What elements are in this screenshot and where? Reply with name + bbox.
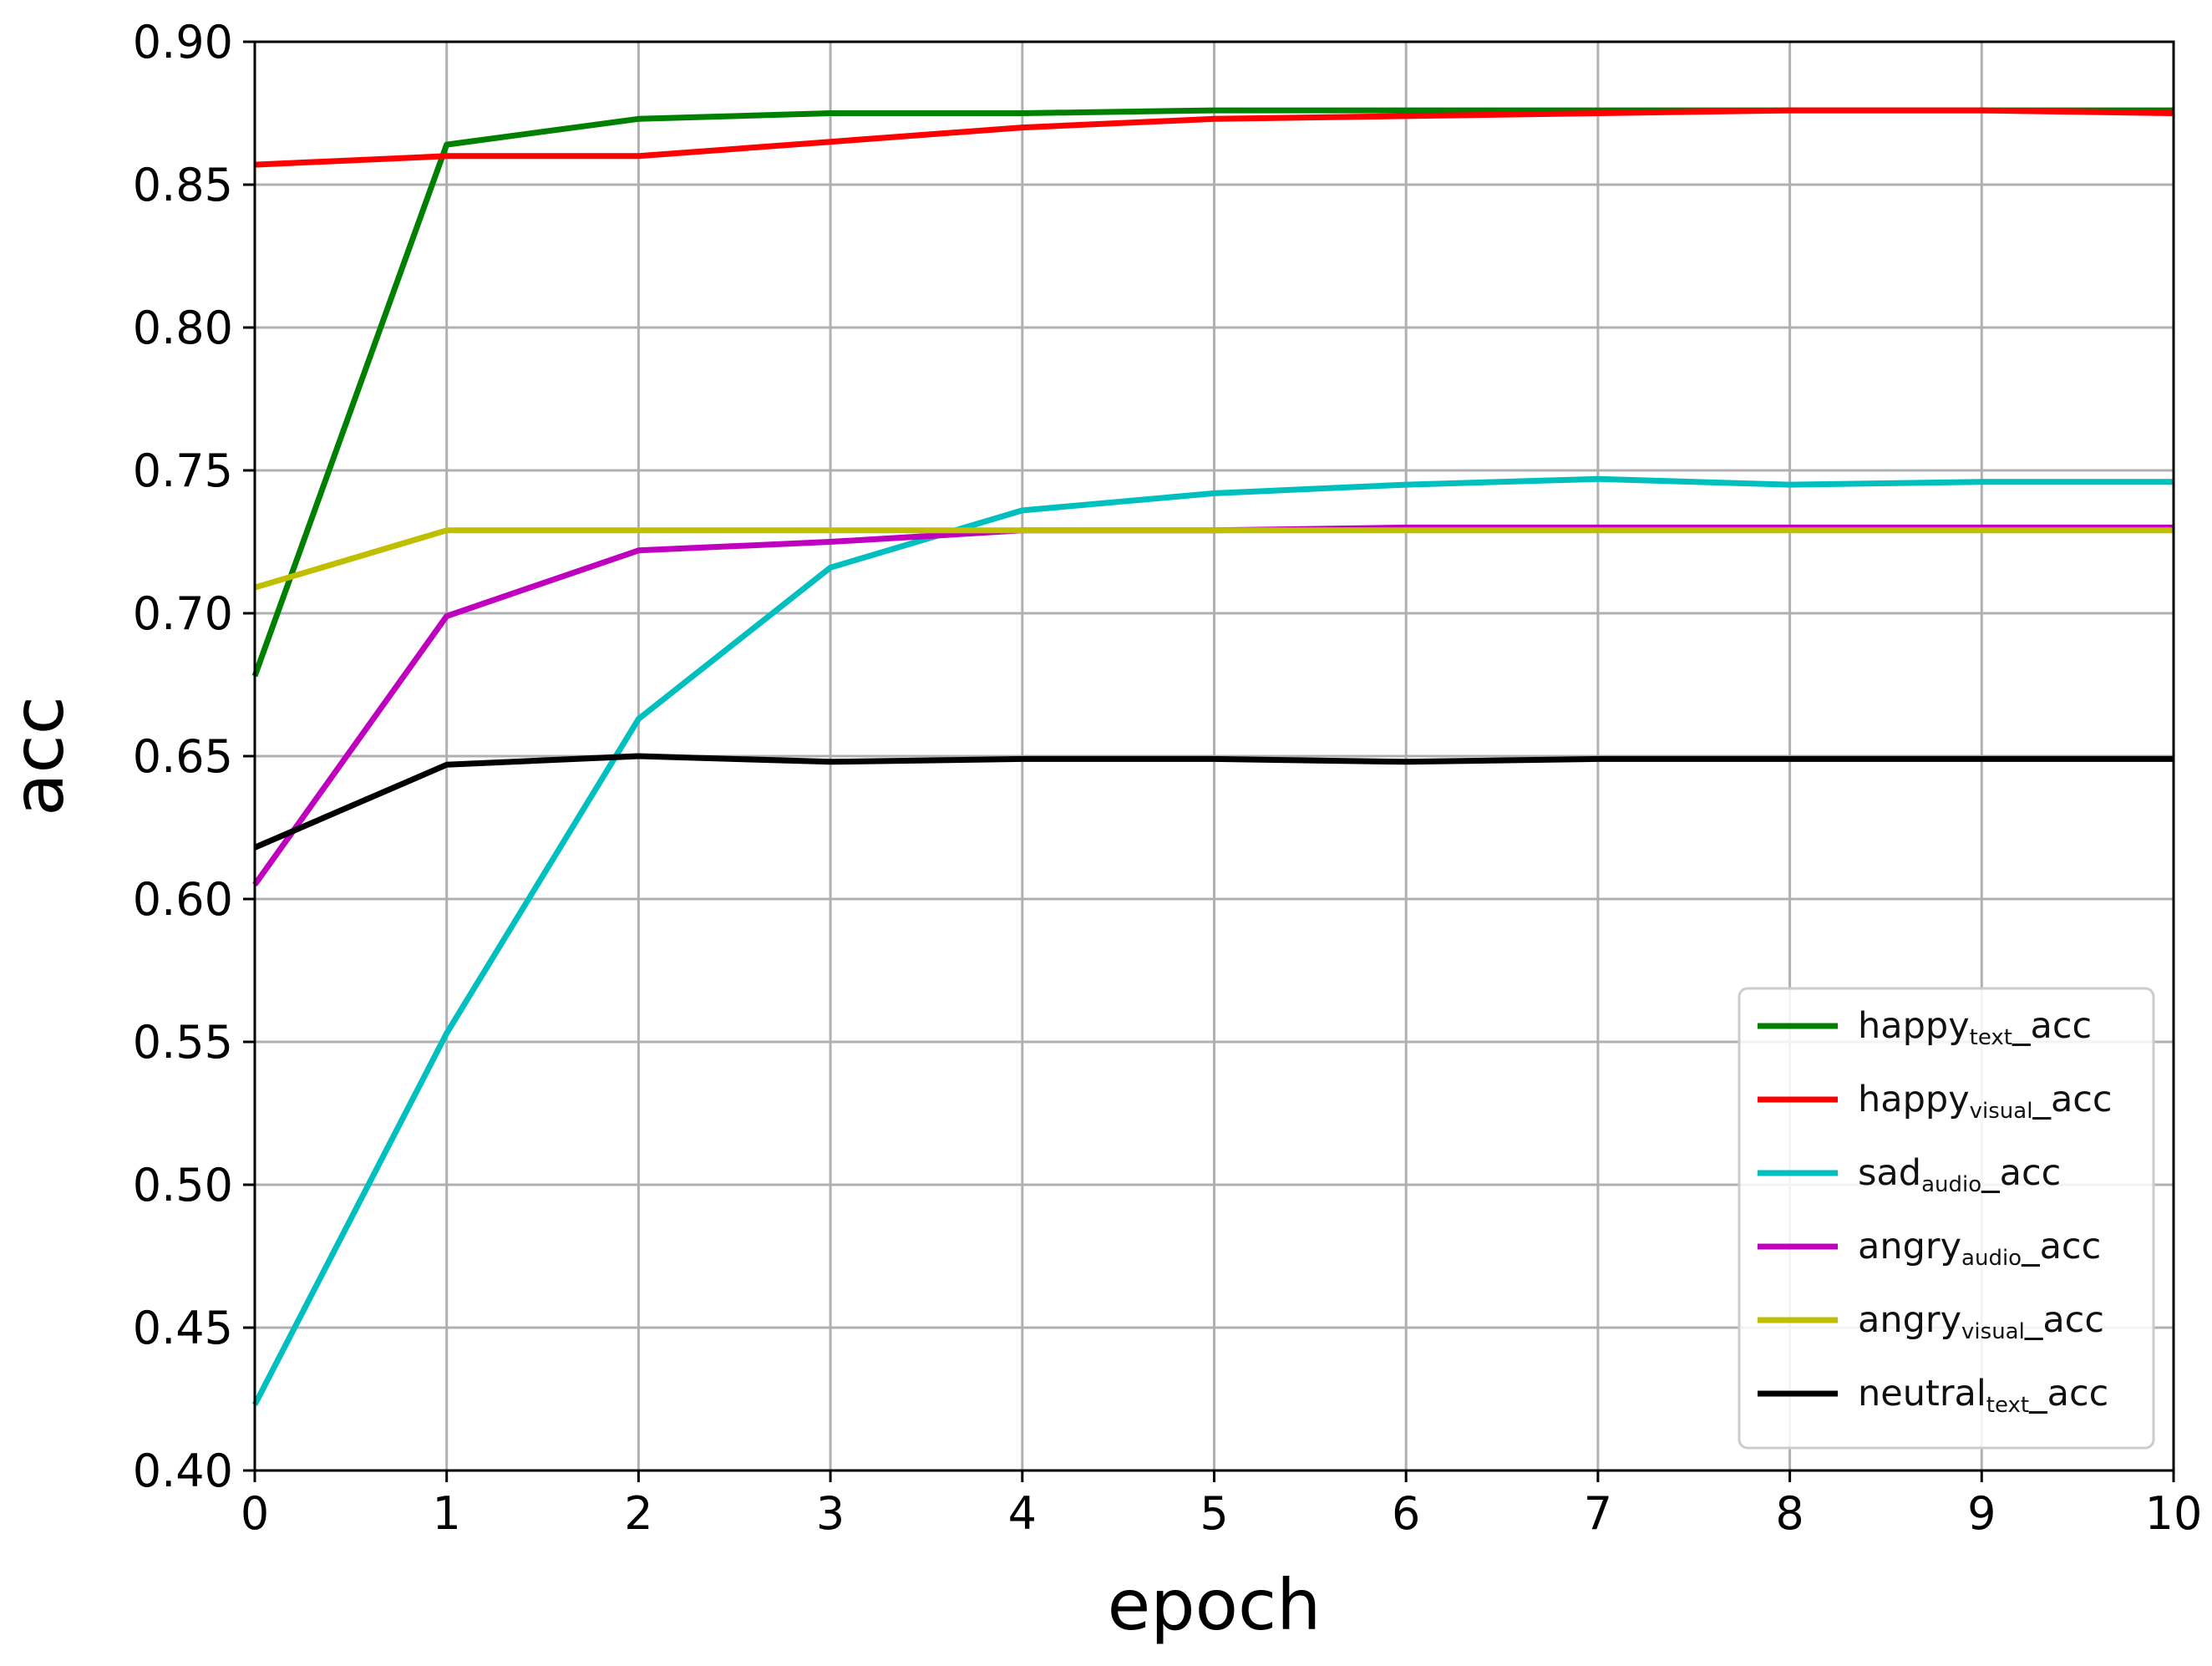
- legend-label: happyvisual_acc: [1858, 1079, 2113, 1124]
- y-axis-label: acc: [0, 696, 79, 816]
- legend-label-base: angry: [1858, 1226, 1961, 1267]
- x-tick-label: 7: [1584, 1487, 1612, 1540]
- legend-label: angryaudio_acc: [1858, 1226, 2101, 1271]
- y-tick-label: 0.90: [133, 16, 233, 69]
- y-tick-label: 0.45: [133, 1302, 233, 1354]
- legend: happytext_acchappyvisual_accsadaudio_acc…: [1738, 987, 2155, 1450]
- x-axis-label: epoch: [1108, 1564, 1322, 1646]
- legend-label-base: happy: [1858, 1079, 1970, 1120]
- legend-label: happytext_acc: [1858, 1005, 2092, 1050]
- y-tick-label: 0.50: [133, 1159, 233, 1211]
- legend-label-base: sad: [1858, 1152, 1921, 1194]
- legend-label-suffix: _acc: [2032, 1079, 2112, 1120]
- y-tick-label: 0.85: [133, 159, 233, 211]
- legend-label-base: angry: [1858, 1299, 1961, 1341]
- legend-label-subscript: text: [1986, 1393, 2029, 1418]
- x-tick-label: 0: [241, 1487, 269, 1540]
- x-tick-label: 4: [1008, 1487, 1037, 1540]
- x-tick-label: 5: [1200, 1487, 1228, 1540]
- series-line-happy-visual-acc: [254, 107, 2174, 168]
- legend-label: neutraltext_acc: [1858, 1373, 2108, 1418]
- series-line-neutral-text-acc: [253, 753, 2174, 851]
- y-tick-label: 0.70: [133, 587, 233, 640]
- x-tick-label: 3: [816, 1487, 845, 1540]
- x-tick-label: 10: [2145, 1487, 2203, 1540]
- legend-label-subscript: audio: [1921, 1172, 1981, 1197]
- x-tick-label: 2: [624, 1487, 652, 1540]
- legend-label-suffix: _acc: [2028, 1373, 2108, 1415]
- legend-label-subscript: visual: [1970, 1099, 2033, 1124]
- legend-label: sadaudio_acc: [1858, 1152, 2061, 1197]
- legend-label-base: neutral: [1858, 1373, 1986, 1415]
- legend-label: angryvisual_acc: [1858, 1299, 2104, 1344]
- x-tick-label: 9: [1967, 1487, 1996, 1540]
- x-tick-label: 6: [1392, 1487, 1420, 1540]
- legend-label-suffix: _acc: [2012, 1005, 2092, 1047]
- axis-ticks: 0 1 2 3 4 5 6 7 8 9 10 0.40 0.45 0.50 0.55 0.60 0.65 0.70…: [133, 16, 2203, 1540]
- x-tick-label: 1: [433, 1487, 461, 1540]
- legend-label-suffix: _acc: [2024, 1299, 2104, 1341]
- series-lines: [251, 107, 2174, 1406]
- y-tick-label: 0.55: [133, 1016, 233, 1069]
- y-tick-label: 0.65: [133, 730, 233, 783]
- series-line-angry-visual-acc: [254, 527, 2174, 591]
- legend-label-suffix: _acc: [1981, 1152, 2061, 1194]
- legend-box: [1738, 987, 2155, 1450]
- y-tick-label: 0.40: [133, 1445, 233, 1497]
- series-line-sad-audio-acc: [251, 475, 2174, 1406]
- legend-label-suffix: _acc: [2021, 1226, 2101, 1267]
- legend-label-subscript: text: [1970, 1025, 2012, 1050]
- x-tick-label: 8: [1775, 1487, 1804, 1540]
- legend-label-subscript: visual: [1961, 1319, 2025, 1344]
- y-tick-label: 0.75: [133, 444, 233, 497]
- legend-label-subscript: audio: [1961, 1246, 2022, 1271]
- y-tick-label: 0.80: [133, 302, 233, 354]
- legend-label-base: happy: [1858, 1005, 1970, 1047]
- y-tick-label: 0.60: [133, 873, 233, 926]
